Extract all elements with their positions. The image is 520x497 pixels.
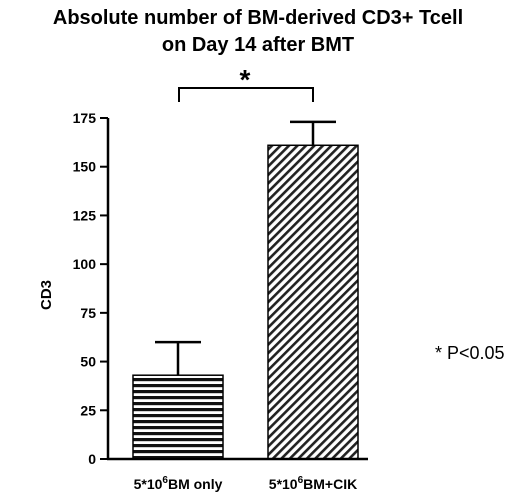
y-tick-label: 0	[88, 451, 96, 467]
x-category-label: 5*106BM only	[134, 475, 223, 492]
bar-1	[132, 374, 224, 460]
y-axis-ticks: 0 25 50 75 100 125 150 175	[73, 110, 108, 467]
significance-star: *	[240, 64, 251, 95]
y-tick-label: 25	[80, 402, 96, 418]
y-tick-label: 75	[80, 305, 96, 321]
y-tick-label: 175	[73, 110, 97, 126]
bar-2	[267, 144, 359, 460]
bars-group	[132, 144, 359, 460]
chart-title-line-2: on Day 14 after BMT	[162, 34, 354, 56]
error-bars-group	[155, 120, 336, 376]
chart-title-line-1: Absolute number of BM-derived CD3+ Tcell	[53, 7, 463, 29]
y-axis-label: CD3	[38, 280, 55, 310]
y-tick-label: 150	[73, 159, 97, 175]
y-tick-label: 125	[73, 207, 97, 223]
significance-bracket	[178, 87, 314, 102]
x-category-label: 5*106BM+CIK	[269, 475, 357, 492]
x-axis-labels: 5*106BM only 5*106BM+CIK	[134, 475, 358, 492]
y-tick-label: 50	[80, 354, 96, 370]
p-value-note: * P<0.05	[435, 343, 505, 363]
y-tick-label: 100	[73, 256, 97, 272]
